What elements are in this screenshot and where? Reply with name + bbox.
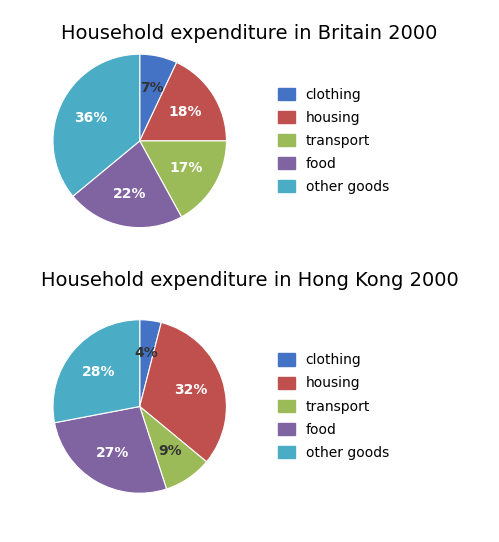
- Wedge shape: [73, 141, 182, 228]
- Text: 17%: 17%: [169, 162, 203, 175]
- Wedge shape: [140, 406, 207, 489]
- Wedge shape: [140, 141, 227, 217]
- Text: 7%: 7%: [140, 81, 163, 95]
- Text: 32%: 32%: [174, 383, 208, 397]
- Wedge shape: [53, 54, 140, 196]
- Wedge shape: [140, 62, 227, 141]
- Text: 9%: 9%: [158, 444, 182, 458]
- Wedge shape: [140, 54, 177, 141]
- Text: 27%: 27%: [96, 446, 129, 460]
- Wedge shape: [140, 320, 161, 406]
- Wedge shape: [53, 320, 140, 423]
- Wedge shape: [140, 322, 227, 462]
- Text: 18%: 18%: [168, 105, 202, 119]
- Legend: clothing, housing, transport, food, other goods: clothing, housing, transport, food, othe…: [272, 82, 395, 199]
- Text: Household expenditure in Hong Kong 2000: Household expenditure in Hong Kong 2000: [40, 271, 459, 290]
- Text: 4%: 4%: [135, 346, 158, 360]
- Text: 36%: 36%: [74, 111, 108, 125]
- Text: 28%: 28%: [81, 365, 115, 379]
- Wedge shape: [54, 406, 167, 493]
- Legend: clothing, housing, transport, food, other goods: clothing, housing, transport, food, othe…: [272, 348, 395, 465]
- Text: 22%: 22%: [113, 187, 146, 201]
- Text: Household expenditure in Britain 2000: Household expenditure in Britain 2000: [61, 24, 438, 43]
